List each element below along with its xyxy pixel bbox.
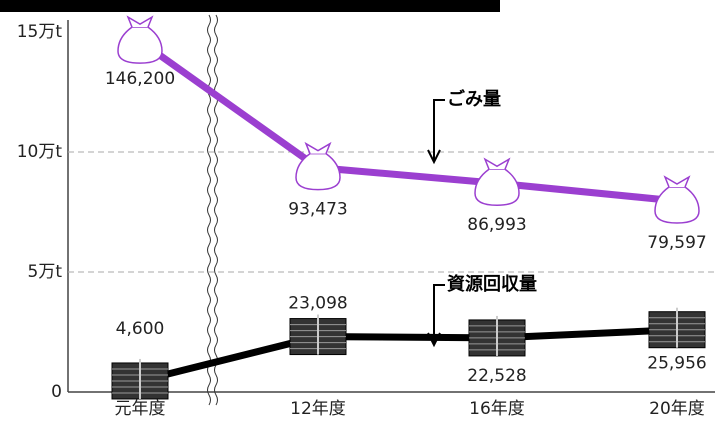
bundle-marker <box>468 315 526 357</box>
y-tick-label: 15万t <box>17 22 63 42</box>
value-label: 146,200 <box>105 69 175 89</box>
series-line <box>139 326 678 385</box>
bag-knot <box>483 157 511 170</box>
value-label: 86,993 <box>467 215 526 235</box>
cropped-header <box>0 0 500 12</box>
legend-label: ごみ量 <box>447 88 501 110</box>
value-label: 22,528 <box>467 366 526 386</box>
bundle-marker <box>289 314 347 356</box>
bag-marker <box>295 141 341 191</box>
x-tick-label: 元年度 <box>115 399 166 419</box>
axis-break <box>207 14 211 406</box>
bundle-marker <box>111 358 169 400</box>
x-tick-label: 12年度 <box>290 399 346 419</box>
bag-body <box>654 186 700 224</box>
legend-arrow <box>427 284 445 348</box>
y-tick-label: 5万t <box>28 262 63 282</box>
bag-marker <box>474 157 520 206</box>
value-label: 93,473 <box>288 200 347 220</box>
bag-knot <box>126 15 154 28</box>
value-label: 79,597 <box>647 233 706 253</box>
bag-body <box>474 168 520 206</box>
bag-marker <box>654 175 700 224</box>
legend: ごみ量 資源回収量 <box>427 88 537 348</box>
y-tick-label: 0 <box>51 382 62 402</box>
bag-marker <box>117 15 163 64</box>
x-tick-label: 20年度 <box>649 399 705 419</box>
value-label: 25,956 <box>647 354 706 374</box>
series-line <box>137 38 678 205</box>
bag-knot <box>304 141 332 154</box>
axis-break <box>214 14 218 406</box>
value-label: 4,600 <box>116 319 165 339</box>
x-tick-label: 16年度 <box>469 399 525 419</box>
bundle-marker <box>648 307 706 349</box>
bag-body <box>295 152 341 191</box>
y-tick-label: 10万t <box>17 142 63 162</box>
legend-arrow <box>427 99 445 165</box>
bag-body <box>117 26 163 64</box>
legend-label: 資源回収量 <box>447 273 537 295</box>
bag-knot <box>663 175 691 188</box>
value-label: 23,098 <box>288 294 347 314</box>
